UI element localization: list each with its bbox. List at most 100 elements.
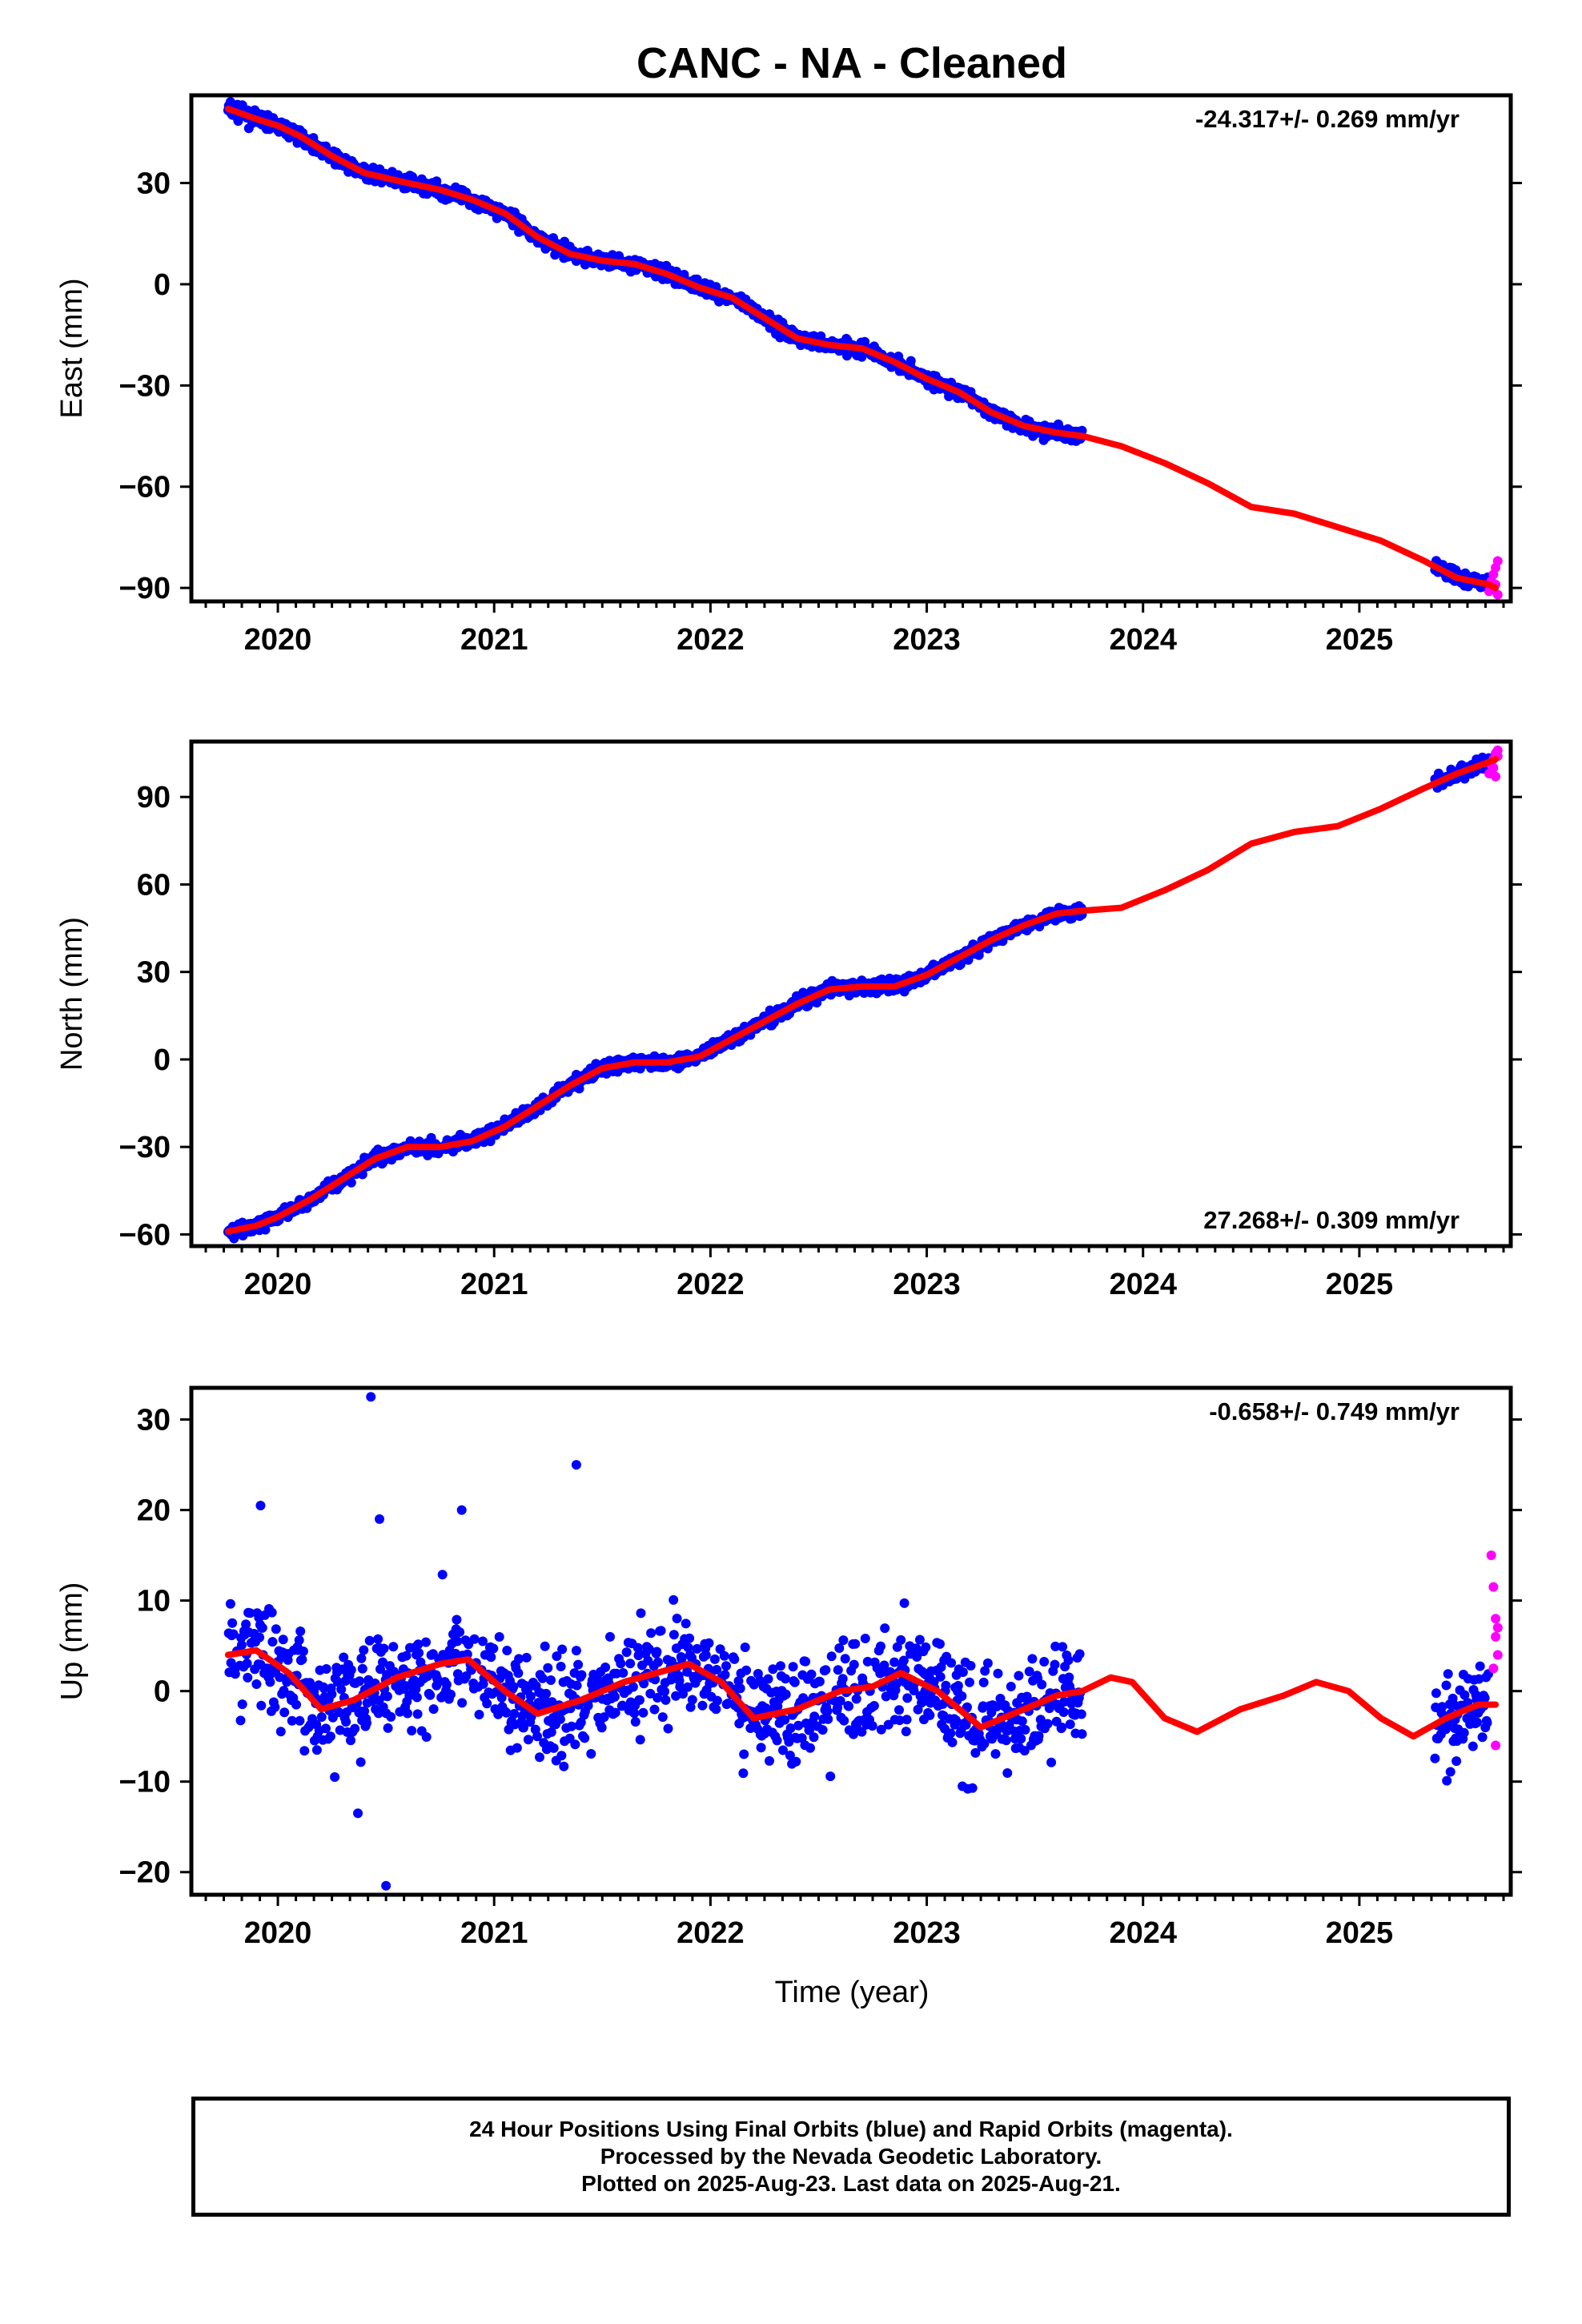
final-orbit-point [386, 1711, 396, 1722]
final-orbit-point [512, 1743, 522, 1753]
final-orbit-point [295, 1715, 305, 1726]
final-orbit-point [652, 1657, 663, 1667]
final-orbit-point [791, 1756, 801, 1767]
final-orbit-point [797, 1733, 807, 1743]
final-orbit-point [839, 1715, 849, 1726]
up-panel: 2020 2021 2022 2023 2024 2025 30 20 10 0 −10 −20 Up … [55, 1385, 1522, 1950]
x-tick-label: 2023 [893, 623, 961, 657]
final-orbit-point [299, 1746, 310, 1756]
final-orbit-point [1058, 1642, 1068, 1652]
x-tick-label: 2023 [893, 1916, 961, 1950]
final-orbit-point [452, 1636, 463, 1647]
final-orbit-point [355, 1676, 365, 1687]
final-orbit-point [1002, 1768, 1013, 1778]
final-orbit-point [806, 1669, 817, 1679]
final-orbit-point [1437, 1702, 1447, 1712]
final-orbit-point [413, 1639, 424, 1650]
final-orbit-point [656, 1626, 666, 1636]
y-tick-label: 30 [137, 956, 171, 990]
final-orbit-point [1452, 1756, 1462, 1767]
rapid-orbit-point [1492, 589, 1503, 600]
final-orbit-point [412, 1692, 422, 1703]
final-orbit-point [275, 1672, 285, 1683]
final-orbit-point [548, 1743, 559, 1753]
x-axis-label: Time (year) [775, 1976, 930, 2009]
final-orbit-point [635, 1735, 645, 1745]
final-orbit-point [425, 1690, 436, 1700]
final-orbit-point [1037, 1679, 1047, 1690]
final-orbit-point [228, 1629, 239, 1639]
rapid-orbit-point [1492, 745, 1503, 755]
final-orbit-point [573, 1659, 584, 1670]
final-orbit-point [785, 1751, 795, 1760]
rapid-orbit-point [1491, 1631, 1501, 1642]
final-orbit-point [265, 1677, 275, 1687]
final-orbit-point [319, 1683, 329, 1694]
final-orbit-point [478, 1636, 488, 1647]
final-orbit-point [741, 1665, 752, 1675]
final-orbit-point [739, 1749, 749, 1759]
final-orbit-point [1017, 1716, 1027, 1727]
outlier-point [381, 1880, 391, 1891]
final-orbit-point [657, 1712, 668, 1723]
final-orbit-point [1472, 1717, 1482, 1727]
final-orbit-point [357, 1169, 367, 1180]
y-axis-label: North (mm) [55, 917, 89, 1071]
final-orbit-point [241, 1619, 251, 1630]
final-orbit-point [552, 1651, 562, 1662]
final-orbit-point [432, 1680, 442, 1691]
model-curve [224, 755, 1500, 1235]
final-orbit-point [359, 1645, 369, 1655]
final-orbit-point [446, 1689, 456, 1699]
final-orbit-point [712, 1665, 722, 1675]
plot-area [223, 1392, 1503, 1891]
rapid-orbit-point [1488, 762, 1499, 773]
final-orbit-point [965, 1677, 974, 1687]
final-orbit-point [1431, 1688, 1441, 1699]
final-orbit-point [660, 1687, 670, 1697]
final-orbit-point [355, 1757, 366, 1767]
final-orbit-point [809, 1711, 820, 1722]
final-orbit-point [237, 1699, 247, 1710]
final-orbit-point [685, 1702, 696, 1712]
plot-frame [189, 739, 1513, 1248]
plot-area [223, 745, 1503, 1244]
final-orbit-point [876, 1724, 886, 1735]
rapid-orbit-point [1491, 1614, 1501, 1624]
model-curve [224, 1647, 1500, 1740]
final-orbit-point [817, 1725, 828, 1735]
final-orbit-point [1077, 1729, 1087, 1739]
final-orbit-point [379, 1643, 389, 1654]
outlier-point [366, 1392, 376, 1402]
final-orbit-point [1443, 1669, 1453, 1679]
final-orbit-point [763, 1674, 773, 1684]
final-orbit-point [880, 1623, 890, 1634]
final-orbit-point [894, 1705, 904, 1715]
final-orbit-point [509, 1709, 520, 1719]
final-orbit-point [346, 1735, 355, 1746]
rapid-orbit-point [1492, 556, 1503, 566]
final-orbit-point [1016, 1734, 1026, 1744]
final-orbit-point [278, 1634, 288, 1645]
final-orbit-point [316, 1712, 327, 1722]
final-orbit-point [946, 1728, 956, 1739]
final-orbit-point [772, 1735, 782, 1746]
final-orbit-point [970, 1747, 981, 1758]
final-orbit-point [625, 1659, 636, 1669]
x-tick-label: 2021 [460, 1916, 528, 1950]
final-orbit-point [669, 1630, 679, 1640]
final-orbit-point [980, 1666, 990, 1676]
final-orbit-point [678, 1689, 688, 1699]
final-orbit-point [914, 1634, 925, 1645]
final-orbit-point [869, 1701, 879, 1711]
final-orbit-point [513, 1668, 524, 1679]
final-orbit-point [421, 1732, 432, 1742]
final-orbit-point [721, 1661, 731, 1671]
y-tick-label: 20 [137, 1494, 171, 1528]
final-orbit-point [709, 1654, 720, 1664]
final-orbit-point [486, 1652, 496, 1663]
final-orbit-point [523, 1735, 533, 1745]
final-orbit-point [740, 1642, 750, 1652]
final-orbit-point [441, 1679, 452, 1690]
x-tick-label: 2023 [893, 1268, 961, 1301]
